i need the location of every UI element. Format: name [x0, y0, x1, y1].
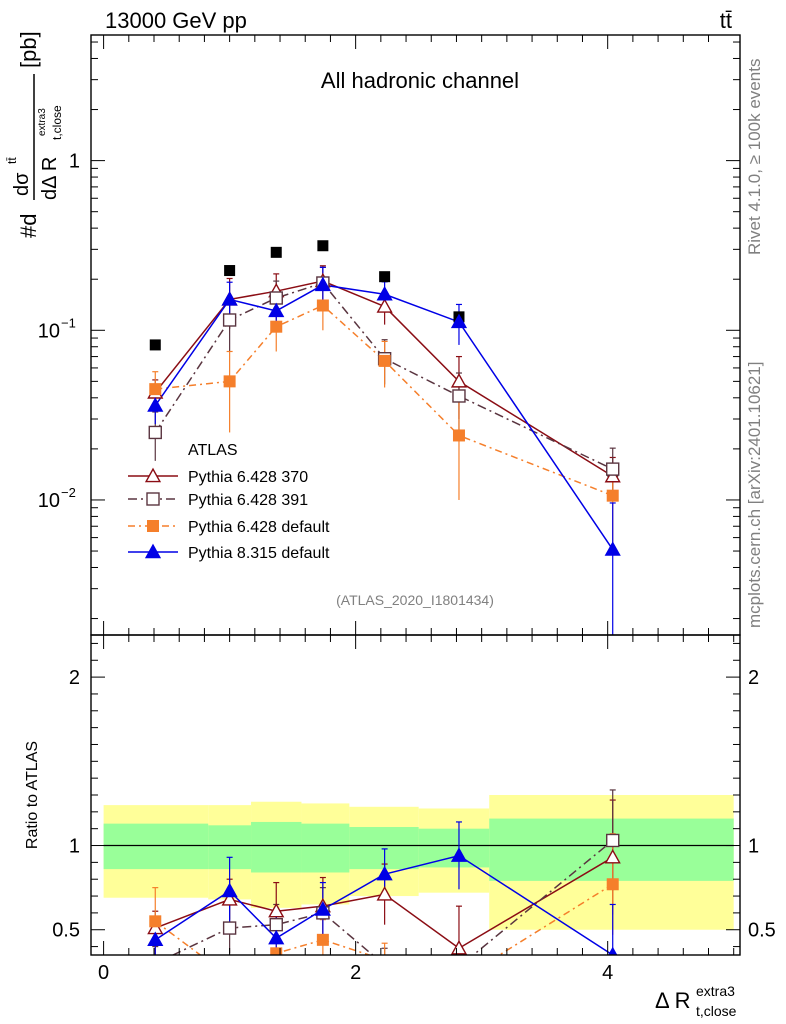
- ratio-point-p8_def: [221, 882, 238, 898]
- point-p6_def: [452, 429, 465, 442]
- uncertainty-band-inner: [251, 821, 302, 873]
- ratio-y-tick-label-right: 0.5: [748, 920, 776, 942]
- point-p6_391: [452, 389, 466, 403]
- ratio-y-tick-label-right: 2: [748, 667, 759, 689]
- point-p6_370: [376, 298, 393, 313]
- legend-label-data: ATLAS: [188, 442, 238, 459]
- point-p8_def: [376, 285, 393, 301]
- header-right-label: tt̄: [720, 8, 732, 33]
- point-p8_def: [604, 541, 621, 556]
- ratio-point-p6_def: [270, 947, 283, 955]
- ylabel-denominator-sup: extra3: [37, 108, 48, 136]
- uncertainty-band-inner: [103, 823, 209, 870]
- point-p6_391: [148, 425, 162, 440]
- point-data: [149, 339, 161, 351]
- point-p8_def: [268, 302, 285, 318]
- ratio-point-p6_391: [269, 917, 283, 932]
- point-p8_def: [314, 276, 331, 292]
- ylabel-unit: [pb]: [16, 31, 41, 68]
- point-p6_def: [316, 299, 329, 312]
- main-plot-area: [147, 240, 621, 635]
- legend-label-p6-391: Pythia 6.428 391: [188, 492, 308, 509]
- point-p6_370: [450, 373, 468, 388]
- analysis-tag: (ATLAS_2020_I1801434): [336, 592, 494, 608]
- point-p6_def: [606, 489, 619, 502]
- point-data: [379, 271, 391, 283]
- ratio-point-p8_def: [268, 929, 285, 945]
- legend-marker-p6_370: [144, 467, 162, 483]
- point-p6_391: [269, 291, 283, 305]
- ratio-y-tick-label-left: 0.5: [52, 920, 80, 942]
- point-p6_def: [149, 383, 162, 396]
- point-p6_391: [222, 313, 237, 327]
- uncertainty-band-inner: [489, 818, 734, 881]
- ylabel-numerator: dσ: [11, 172, 33, 196]
- x-tick-label: 4: [602, 962, 613, 984]
- ratio-y-tick-label-right: 1: [748, 836, 759, 858]
- legend-label-p6-370: Pythia 6.428 370: [188, 469, 308, 486]
- legend-marker-p6_def: [147, 520, 159, 532]
- y-tick-label-exp: −1: [61, 315, 76, 330]
- main-plot-title: All hadronic channel: [321, 68, 519, 93]
- legend-label-p8-default: Pythia 8.315 default: [188, 545, 330, 562]
- legend-label-p6-default: Pythia 6.428 default: [188, 519, 330, 536]
- y-tick-label: 10: [38, 320, 60, 342]
- main-y-axis-label: #d dσ tt̄ dΔ R t,close extra3 [pb]: [5, 31, 64, 238]
- point-data: [317, 240, 329, 252]
- point-p6_def: [223, 375, 236, 388]
- point-p8_def: [147, 397, 164, 412]
- ratio-point-p8_def: [314, 901, 331, 916]
- ratio-point-p6_370: [376, 886, 393, 901]
- rivet-version-label: Rivet 4.1.0, ≥ 100k events: [745, 59, 764, 255]
- x-axis-label: Δ R extra3 t,close: [655, 983, 737, 1019]
- series-line-p6_def: [155, 304, 613, 497]
- point-data: [224, 265, 236, 277]
- ratio-point-p6_370: [221, 891, 238, 906]
- ratio-y-tick-label-left: 2: [69, 667, 80, 689]
- ratio-point-p8_def: [376, 865, 393, 881]
- ratio-point-p6_370: [450, 939, 468, 955]
- point-p6_def: [270, 320, 283, 333]
- point-p8_def: [221, 291, 238, 306]
- y-tick-label: 10: [38, 490, 60, 512]
- y-tick-label: 1: [69, 151, 80, 173]
- ratio-plot-area: [103, 789, 734, 955]
- ratio-point-p8_def: [450, 847, 468, 862]
- ratio-y-axis-label: Ratio to ATLAS: [24, 741, 41, 849]
- ratio-point-p6_391: [606, 833, 620, 848]
- y-tick-label-exp: −2: [61, 485, 76, 500]
- x-tick-label: 0: [98, 962, 109, 984]
- point-p6_def: [378, 354, 391, 367]
- uncertainty-band-inner: [349, 827, 419, 870]
- ratio-point-p6_def: [316, 933, 329, 946]
- ratio-point-p6_370: [268, 902, 285, 918]
- legend-marker-p8_def: [144, 543, 162, 559]
- point-p8_def: [450, 313, 468, 329]
- legend: ATLAS Pythia 6.428 370 Pythia 6.428 391 …: [128, 442, 330, 562]
- point-p6_391: [606, 462, 620, 476]
- ylabel-numerator-sup: tt̄: [5, 157, 19, 164]
- header-left-label: 13000 GeV pp: [105, 8, 247, 33]
- xlabel-sub: t,close: [696, 1003, 737, 1019]
- ylabel-denominator: dΔ R: [39, 157, 61, 200]
- ylabel-prefix: #d: [16, 214, 41, 238]
- xlabel-main: Δ R: [655, 988, 690, 1013]
- ratio-point-p8_def: [147, 931, 164, 947]
- ratio-point-p6_def: [149, 915, 162, 928]
- ylabel-denominator-sub: t,close: [50, 105, 64, 140]
- uncertainty-band-inner: [301, 823, 350, 873]
- ratio-point-p6_def: [606, 878, 619, 891]
- x-tick-label: 2: [350, 962, 361, 984]
- point-data: [270, 246, 282, 258]
- legend-marker-p6_391: [146, 492, 160, 506]
- xlabel-sup: extra3: [696, 983, 735, 999]
- mcplots-label: mcplots.cern.ch [arXiv:2401.10621]: [745, 362, 764, 628]
- ratio-point-p6_391: [222, 921, 237, 935]
- ratio-point-p6_370: [604, 848, 621, 864]
- ratio-y-tick-label-left: 1: [69, 836, 80, 858]
